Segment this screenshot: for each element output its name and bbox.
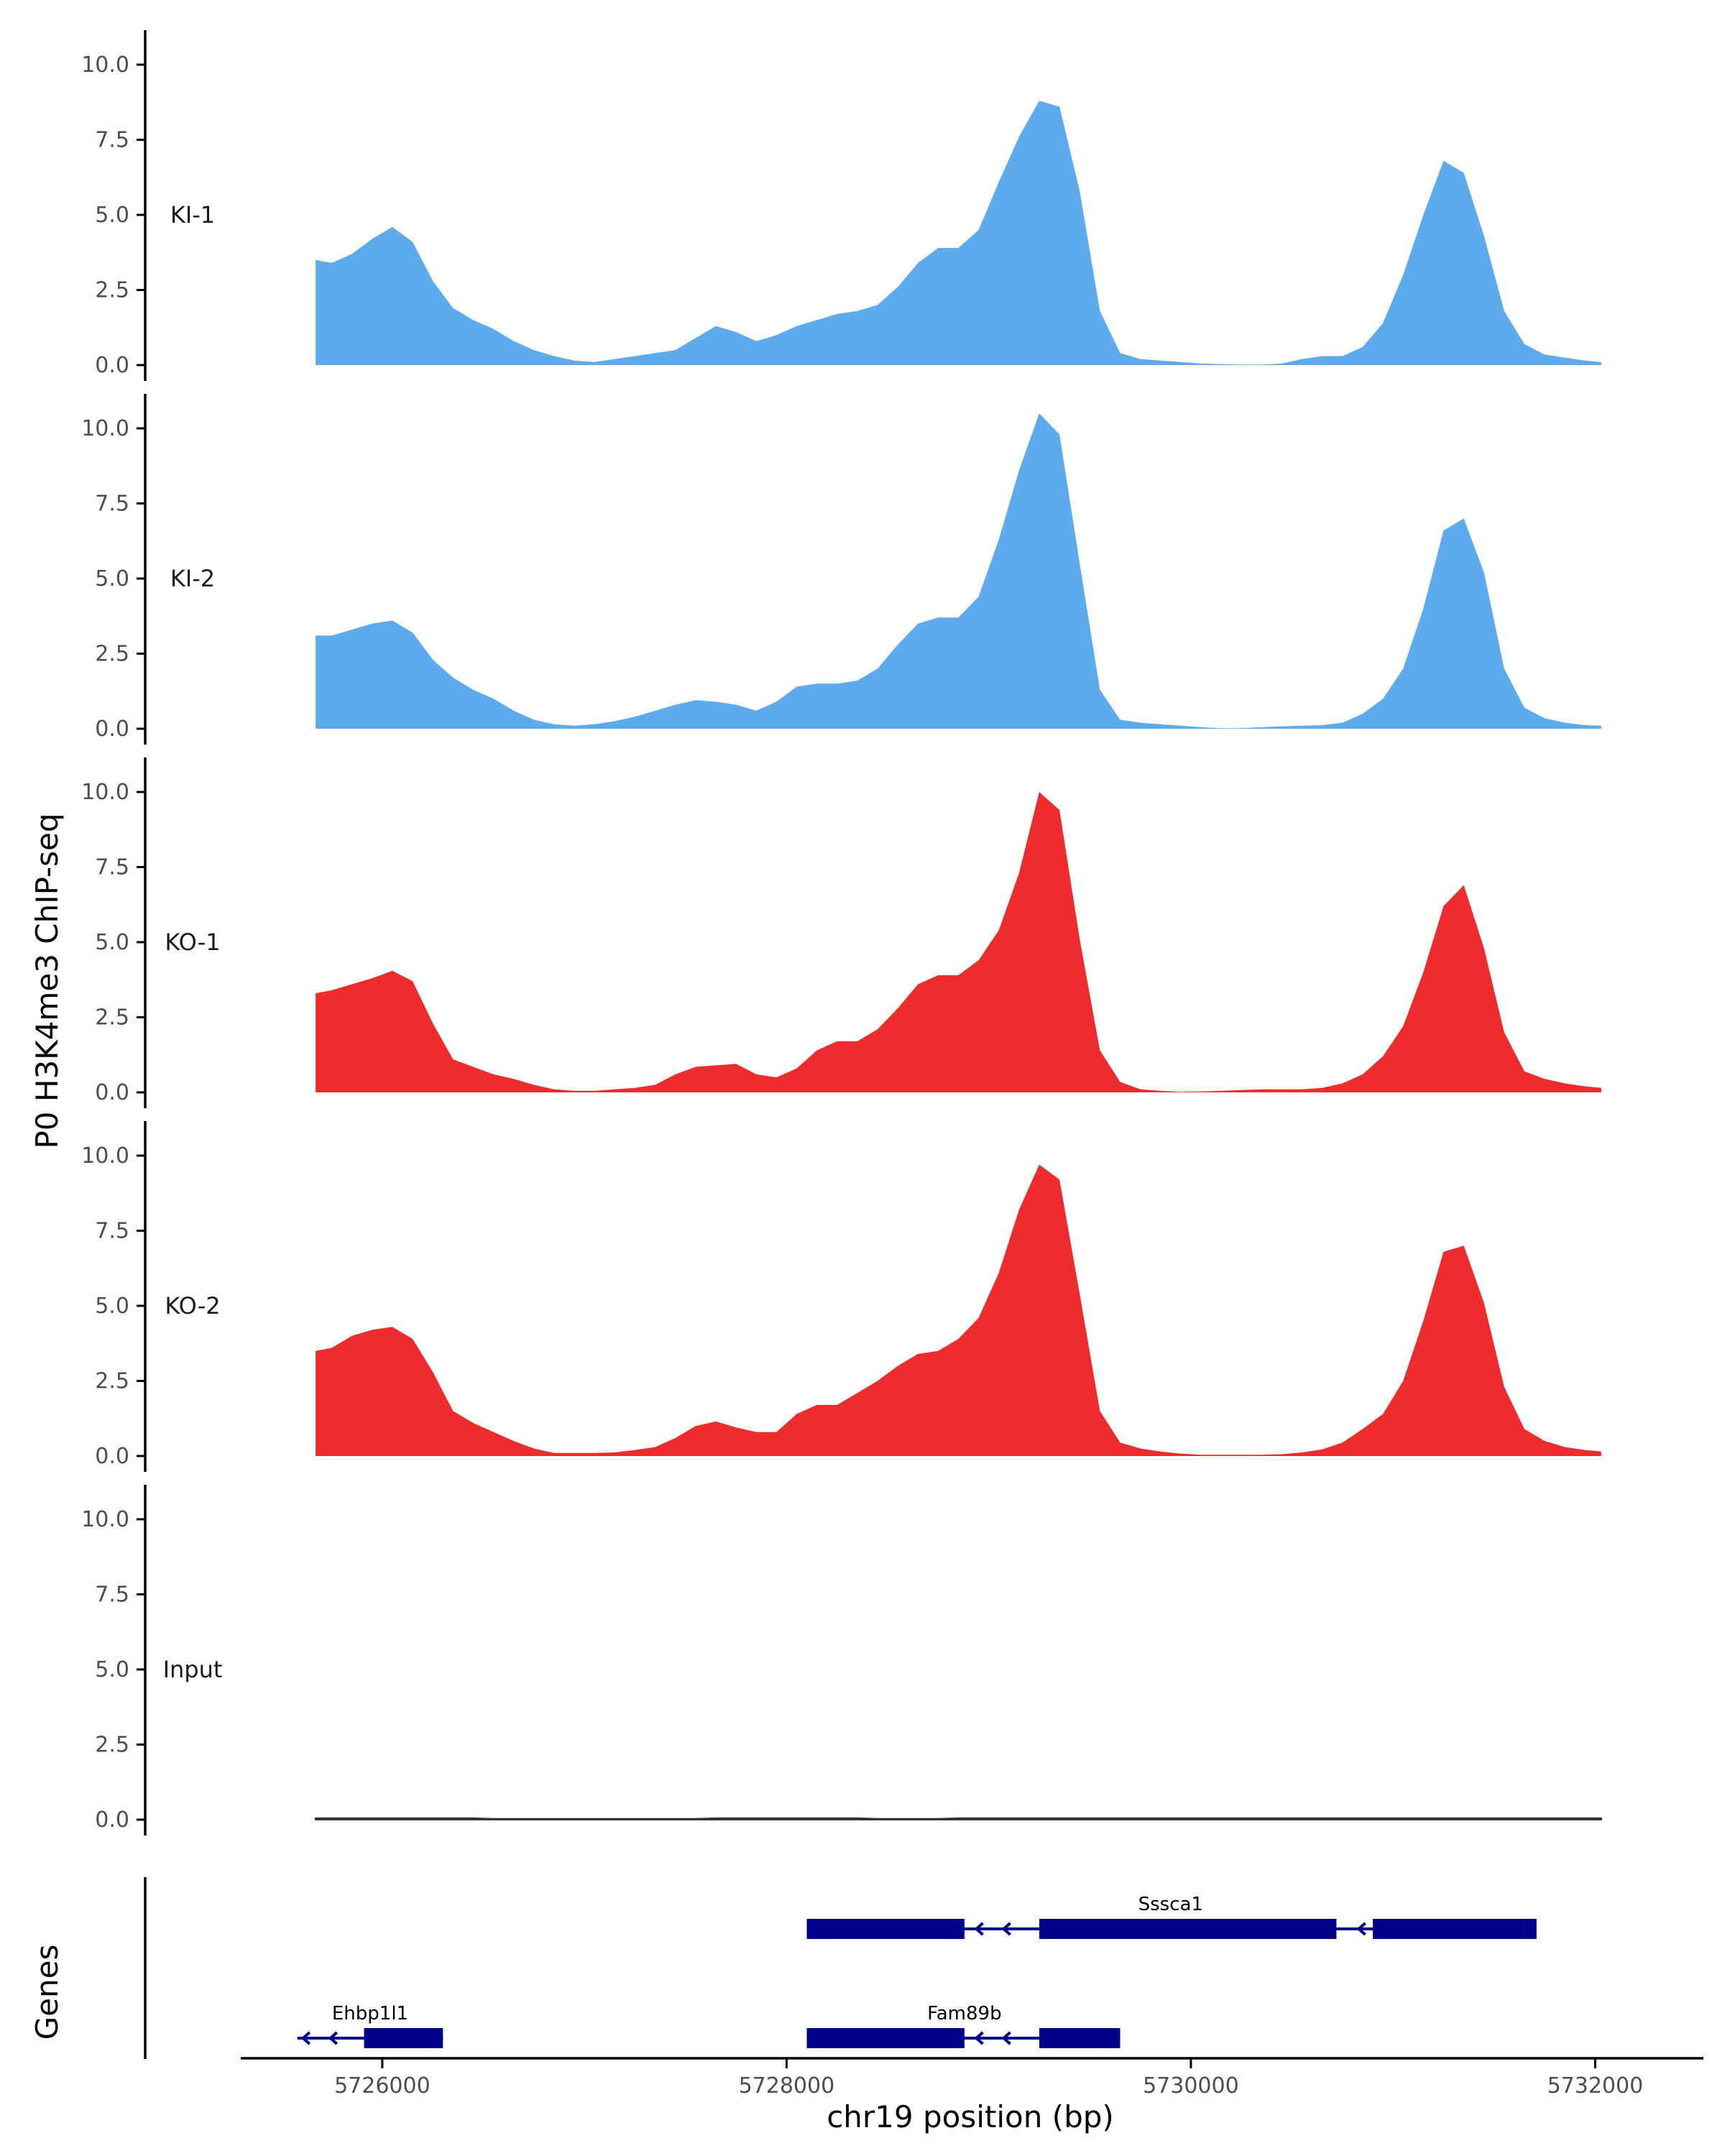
y-tick-label: 7.5 [95, 1583, 129, 1608]
y-tick-label: 7.5 [95, 855, 129, 880]
gene-ehbp1l1: Ehbp1l1 [297, 2003, 443, 2048]
gene-exon [806, 1919, 965, 1939]
coverage-area-ki-1 [316, 101, 1601, 365]
x-tick-label: 5726000 [334, 2073, 431, 2099]
y-tick-label: 5.0 [95, 1294, 129, 1319]
track-ko-1: 0.0 2.5 5.0 7.5 10.0 KO-1 [81, 757, 1601, 1108]
track-ki-1: 0.0 2.5 5.0 7.5 10.0 KI-1 [81, 30, 1601, 381]
coverage-area-ki-2 [316, 413, 1601, 729]
strand-arrow [1001, 1922, 1011, 1936]
y-tick-label: 5.0 [95, 566, 129, 591]
gene-exon [1524, 1919, 1537, 1939]
y-tick-label: 10.0 [81, 780, 129, 805]
genes-panel: Sssca1 Ehbp1l1 Fam89b [144, 1877, 1537, 2059]
track-input: 0.0 2.5 5.0 7.5 10.0 Input [81, 1485, 1602, 1835]
gene-sssca1: Sssca1 [806, 1894, 1537, 1939]
track-label: KO-1 [165, 929, 220, 956]
strand-arrow [1001, 2031, 1011, 2045]
y-tick-label: 10.0 [81, 1507, 129, 1532]
y-tick-label: 0.0 [95, 1444, 129, 1469]
y-tick-label: 0.0 [95, 1080, 129, 1105]
track-ko-2: 0.0 2.5 5.0 7.5 10.0 KO-2 [81, 1121, 1601, 1472]
x-tick-label: 5728000 [739, 2073, 835, 2099]
coverage-tracks: 0.0 2.5 5.0 7.5 10.0 KI-1 0.0 2.5 5.0 7.5 10.0 KI-2… [81, 30, 1602, 1835]
gene-exon [1039, 2028, 1121, 2048]
gene-exon [1039, 1919, 1337, 1939]
y-tick-label: 2.5 [95, 1005, 129, 1031]
gene-exon [364, 2028, 443, 2048]
gene-exon [1373, 1919, 1524, 1939]
coverage-area-ko-1 [316, 792, 1601, 1092]
strand-arrow [974, 2031, 984, 2045]
track-label: KI-2 [170, 565, 215, 592]
y-tick-label: 10.0 [81, 52, 129, 78]
x-axis-title: chr19 position (bp) [827, 2099, 1114, 2134]
strand-arrow [974, 1922, 984, 1936]
y-tick-label: 0.0 [95, 717, 129, 742]
y-tick-label: 2.5 [95, 1733, 129, 1758]
y-tick-label: 0.0 [95, 1807, 129, 1833]
y-tick-label: 5.0 [95, 1657, 129, 1682]
strand-arrow [1356, 1922, 1366, 1936]
track-label: KO-2 [165, 1292, 220, 1319]
track-label: Input [163, 1656, 223, 1683]
y-axis-title: P0 H3K4me3 ChIP-seq [29, 813, 65, 1148]
y-tick-label: 2.5 [95, 278, 129, 303]
coverage-area-ko-2 [316, 1164, 1601, 1456]
y-tick-label: 0.0 [95, 353, 129, 378]
gene-label: Sssca1 [1138, 1894, 1203, 1915]
x-axis: 5726000 5728000 5730000 5732000 [241, 2057, 1703, 2099]
track-ki-2: 0.0 2.5 5.0 7.5 10.0 KI-2 [81, 394, 1601, 745]
y-tick-label: 10.0 [81, 1143, 129, 1169]
y-tick-label: 5.0 [95, 203, 129, 228]
gene-fam89b: Fam89b [806, 2003, 1121, 2048]
y-tick-label: 7.5 [95, 128, 129, 153]
y-tick-label: 2.5 [95, 642, 129, 667]
strand-arrow [328, 2031, 339, 2045]
track-label: KI-1 [170, 201, 215, 229]
strand-arrow [300, 2031, 311, 2045]
gene-label: Ehbp1l1 [332, 2003, 408, 2024]
gene-label: Fam89b [927, 2003, 1001, 2024]
x-tick-label: 5730000 [1143, 2073, 1239, 2099]
gene-exon [806, 2028, 965, 2048]
y-tick-label: 2.5 [95, 1369, 129, 1394]
y-tick-label: 10.0 [81, 416, 129, 441]
coverage-area-input [315, 1817, 1602, 1820]
y-tick-label: 7.5 [95, 492, 129, 517]
y-tick-label: 5.0 [95, 930, 129, 955]
y-tick-label: 7.5 [95, 1219, 129, 1244]
x-tick-label: 5732000 [1547, 2073, 1644, 2099]
genes-track-title: Genes [29, 1945, 65, 2040]
